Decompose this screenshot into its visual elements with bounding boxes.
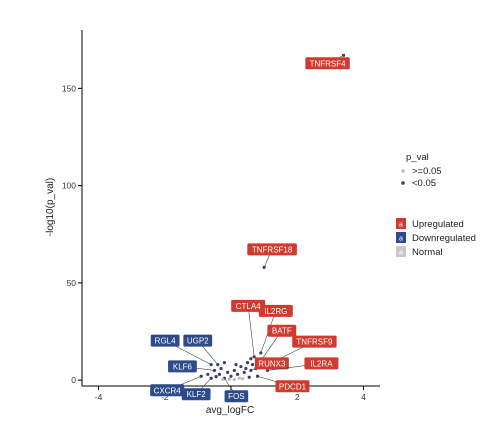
legend-label-regulation: Upregulated xyxy=(412,219,464,230)
data-point xyxy=(229,374,233,378)
gene-label-box xyxy=(305,57,350,70)
data-point xyxy=(232,377,236,382)
gene-label-text: RGL4 xyxy=(155,337,176,346)
gene-label-box xyxy=(183,334,213,347)
x-axis-title: avg_logFC xyxy=(206,405,254,416)
data-point xyxy=(232,368,236,373)
gene-label-box xyxy=(267,324,297,337)
gene-label-text: BATF xyxy=(272,327,292,336)
data-point xyxy=(239,364,243,369)
data-point xyxy=(222,361,226,365)
legend-title-pval: p_val xyxy=(406,152,429,163)
data-point xyxy=(247,375,251,379)
y-tick-label: 100 xyxy=(62,181,76,191)
data-point xyxy=(234,363,238,367)
data-point xyxy=(227,377,231,381)
data-point xyxy=(242,370,246,374)
gene-label-box xyxy=(254,357,289,370)
gene-label-text: RUNX3 xyxy=(258,359,286,368)
y-axis-title: -log10(p_val) xyxy=(45,178,56,236)
legend-key-regulation: a xyxy=(399,222,403,229)
data-point xyxy=(236,372,240,376)
gene-label-text: IL2RG xyxy=(264,307,287,316)
data-point xyxy=(240,377,245,381)
gene-label-box xyxy=(168,360,197,373)
gene-label-text: UGP2 xyxy=(187,337,209,346)
legend-label-regulation: Downregulated xyxy=(412,233,476,244)
legend-swatch-pval xyxy=(401,169,405,173)
gene-label-box xyxy=(150,384,185,397)
gene-label-text: KLF6 xyxy=(173,362,193,371)
gene-label-box xyxy=(181,388,211,401)
data-point xyxy=(226,370,230,374)
gene-label-text: CXCR4 xyxy=(154,386,182,395)
gene-label-text: TNFRSF9 xyxy=(296,338,333,347)
data-point xyxy=(214,375,218,379)
gene-label-box xyxy=(292,335,337,348)
data-point xyxy=(245,361,250,365)
gene-label-text: TNFRSF18 xyxy=(252,245,293,254)
data-point xyxy=(219,366,223,371)
legend-key-regulation: a xyxy=(399,250,403,257)
data-point xyxy=(250,363,255,367)
gene-label-text: TNFRSF4 xyxy=(310,59,347,68)
gene-label-box xyxy=(231,299,266,312)
legend-label-pval: >=0.05 xyxy=(412,166,442,177)
legend: p_val >=0.05<0.05 a Upregulated a Downregulat… xyxy=(396,152,476,258)
gene-label-box xyxy=(258,304,293,317)
gene-label-text: FOS xyxy=(228,392,244,401)
legend-swatch-regulation xyxy=(396,232,406,243)
x-tick-label: 2 xyxy=(295,392,300,402)
legend-label-pval: <0.05 xyxy=(412,178,436,189)
gene-label-box xyxy=(247,243,297,256)
axes: -4-2024050100150 xyxy=(62,30,380,402)
legend-swatch-pval xyxy=(401,181,405,185)
x-tick-label: -2 xyxy=(161,392,169,402)
x-tick-label: 4 xyxy=(361,392,366,402)
gene-label-box xyxy=(150,334,180,347)
gene-label-box xyxy=(224,390,249,403)
gene-label-connector xyxy=(247,305,255,357)
gene-label-text: IL2RA xyxy=(310,359,333,368)
x-tick-label: -4 xyxy=(95,392,103,402)
y-tick-label: 150 xyxy=(62,83,76,93)
gene-label-text: PDCD1 xyxy=(279,382,307,391)
gene-label-box xyxy=(275,380,310,393)
data-point xyxy=(221,377,225,381)
legend-swatch-regulation xyxy=(396,246,406,257)
data-point xyxy=(206,372,210,376)
data-point xyxy=(237,376,241,380)
data-point xyxy=(249,357,253,361)
gene-label-text: CTLA4 xyxy=(236,302,261,311)
legend-label-regulation: Normal xyxy=(412,247,443,258)
data-point xyxy=(217,372,222,376)
data-point xyxy=(244,366,248,371)
legend-key-regulation: a xyxy=(399,236,403,243)
y-tick-label: 50 xyxy=(67,278,77,288)
gene-label-box xyxy=(304,357,339,370)
gene-label-text: KLF2 xyxy=(187,390,207,399)
y-tick-label: 0 xyxy=(71,375,76,385)
legend-swatch-regulation xyxy=(396,218,406,229)
